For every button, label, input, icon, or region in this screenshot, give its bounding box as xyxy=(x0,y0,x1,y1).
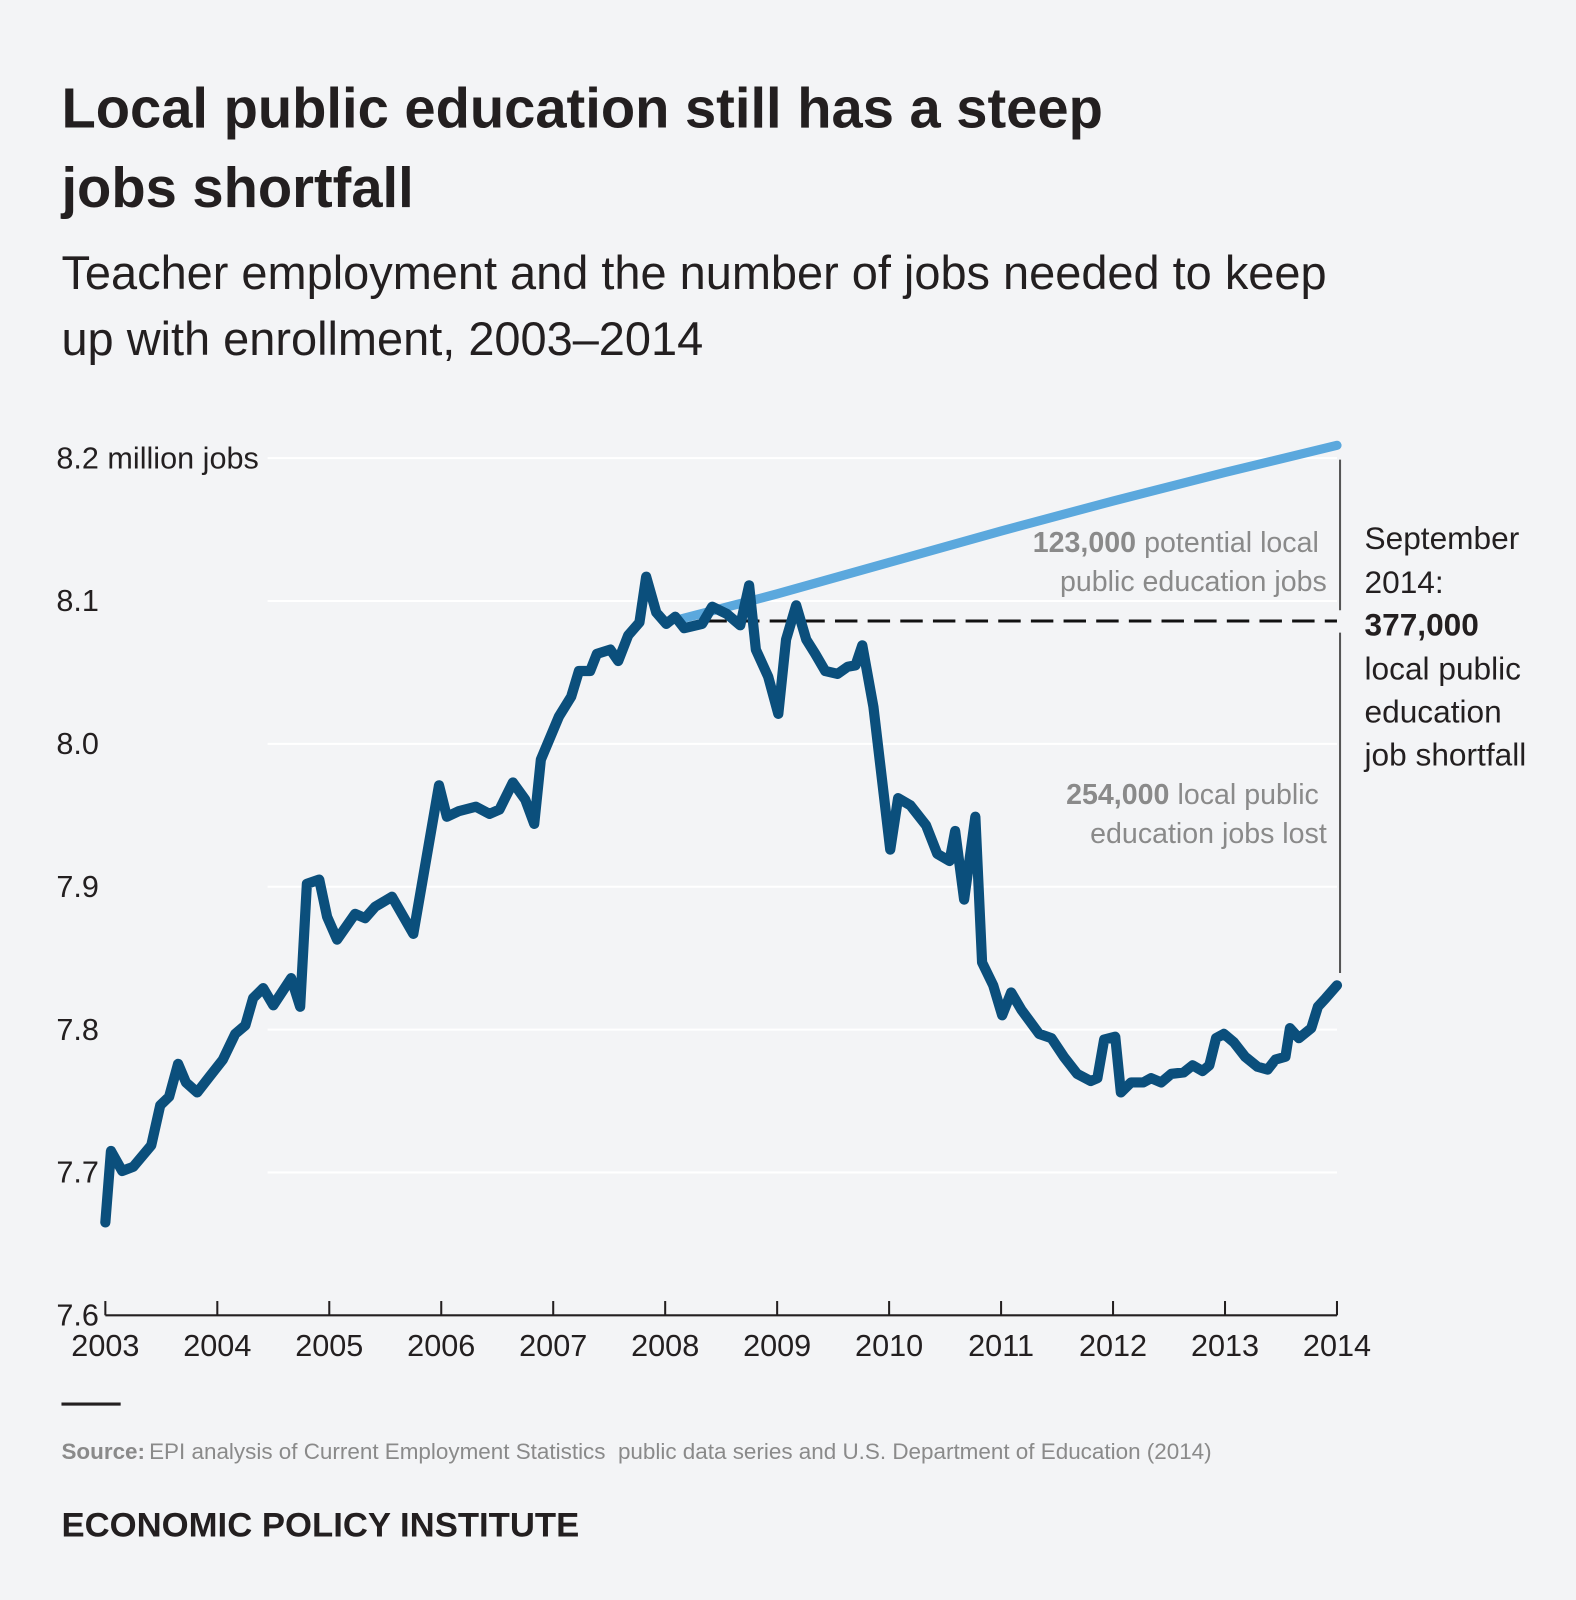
chart-title: Local public education still has a steep xyxy=(61,77,1102,140)
annotation: September 2014: 377,000 local public edu… xyxy=(1364,520,1530,772)
y-tick-label: 8.0 xyxy=(56,727,99,761)
x-tick-label: 2013 xyxy=(1191,1329,1259,1363)
grid-layer xyxy=(267,457,1337,1174)
x-tick-label: 2011 xyxy=(968,1329,1034,1363)
publisher: ECONOMIC POLICY INSTITUTE xyxy=(61,1507,579,1545)
x-tick-label: 2014 xyxy=(1303,1329,1371,1363)
annotation-text: September xyxy=(1365,520,1520,556)
x-tick-label: 2007 xyxy=(519,1329,587,1363)
annotation: 254,000 local public education jobs lost xyxy=(1066,779,1327,850)
annotation-text: education xyxy=(1365,693,1502,729)
chart-title: jobs shortfall xyxy=(60,156,413,219)
source-text: EPI analysis of Current Employment Stati… xyxy=(149,1439,1212,1464)
annotation: 123,000 potential local public education … xyxy=(1033,527,1327,598)
annotation-text: public education jobs xyxy=(1060,566,1327,598)
y-tick-label: 7.9 xyxy=(56,870,99,904)
y-tick-label: 7.7 xyxy=(56,1156,99,1190)
annotation-text: potential local xyxy=(1144,527,1319,559)
chart-subtitle: Teacher employment and the number of job… xyxy=(61,247,1326,299)
chart-subtitle: up with enrollment, 2003–2014 xyxy=(61,313,703,365)
annotation-bold: 123,000 xyxy=(1033,527,1136,559)
x-tick-label: 2004 xyxy=(183,1329,251,1363)
x-tick-label: 2006 xyxy=(407,1329,475,1363)
x-tick-label: 2009 xyxy=(743,1329,811,1363)
x-tick-label: 2010 xyxy=(855,1329,923,1363)
annotation-text: 2014: xyxy=(1365,564,1444,600)
annotation-text: education jobs lost xyxy=(1090,818,1327,850)
y-tick-label: 8.2 million jobs xyxy=(56,441,258,475)
annotation-bold: 377,000 xyxy=(1365,607,1479,643)
annotation-text: local public xyxy=(1178,779,1319,811)
annotation-text: local public xyxy=(1365,651,1521,687)
x-tick-label: 2012 xyxy=(1079,1329,1147,1363)
annotation-bold: 254,000 xyxy=(1066,779,1169,811)
y-tick-label: 8.1 xyxy=(56,584,99,618)
x-tick-label: 2008 xyxy=(631,1329,699,1363)
line-series xyxy=(674,440,1342,625)
source: Source: EPI analysis of Current Employmen… xyxy=(61,1439,1211,1464)
annotation-text: job shortfall xyxy=(1364,736,1527,772)
line-series xyxy=(100,571,1343,1228)
source-label: Source: xyxy=(61,1439,145,1464)
x-tick-label: 2005 xyxy=(295,1329,363,1363)
x-tick-label: 2003 xyxy=(71,1329,139,1363)
y-tick-label: 7.8 xyxy=(56,1013,99,1047)
y-tick-label: 7.6 xyxy=(56,1299,99,1333)
